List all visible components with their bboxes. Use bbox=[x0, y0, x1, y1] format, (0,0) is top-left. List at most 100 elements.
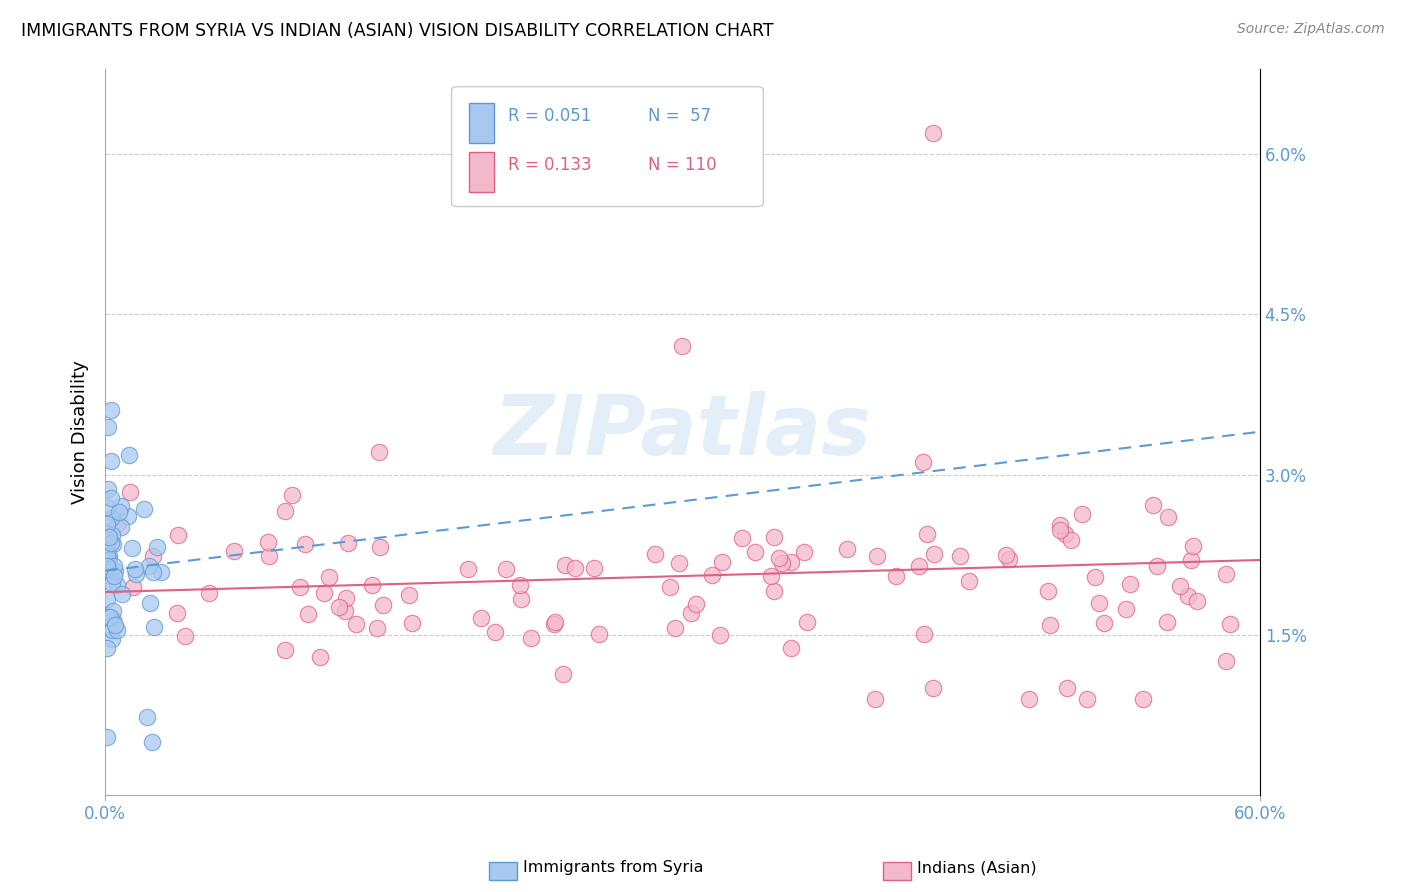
Point bbox=[1157, 510, 1180, 524]
Point bbox=[314, 586, 336, 600]
Point bbox=[1177, 589, 1199, 603]
Point bbox=[105, 623, 128, 637]
Point bbox=[995, 549, 1018, 563]
Text: R = 0.051: R = 0.051 bbox=[508, 107, 592, 125]
Point bbox=[110, 520, 132, 534]
Point bbox=[588, 627, 610, 641]
Point bbox=[1215, 654, 1237, 668]
Text: Immigrants from Syria: Immigrants from Syria bbox=[523, 861, 703, 875]
Point bbox=[835, 542, 858, 557]
Point bbox=[519, 631, 541, 645]
Point bbox=[509, 591, 531, 606]
Point bbox=[294, 536, 316, 550]
Point bbox=[908, 558, 931, 573]
Point bbox=[256, 535, 278, 549]
Point bbox=[1182, 539, 1205, 553]
Point bbox=[564, 561, 586, 575]
Text: IMMIGRANTS FROM SYRIA VS INDIAN (ASIAN) VISION DISABILITY CORRELATION CHART: IMMIGRANTS FROM SYRIA VS INDIAN (ASIAN) … bbox=[21, 22, 773, 40]
Point bbox=[100, 403, 122, 417]
Point bbox=[97, 530, 120, 544]
Point bbox=[1180, 553, 1202, 567]
Point bbox=[1076, 692, 1098, 706]
Point bbox=[318, 570, 340, 584]
Point bbox=[100, 535, 122, 549]
Point bbox=[337, 536, 360, 550]
Point bbox=[273, 504, 295, 518]
Point bbox=[96, 730, 118, 744]
Point bbox=[132, 502, 155, 516]
Point bbox=[401, 615, 423, 630]
FancyBboxPatch shape bbox=[451, 87, 763, 207]
Point bbox=[1084, 570, 1107, 584]
Y-axis label: Vision Disability: Vision Disability bbox=[72, 359, 89, 504]
Point bbox=[793, 545, 815, 559]
Point bbox=[957, 574, 980, 588]
Point bbox=[139, 596, 162, 610]
Point bbox=[335, 591, 357, 605]
Point bbox=[98, 610, 121, 624]
Point bbox=[97, 420, 120, 434]
Point bbox=[105, 578, 128, 592]
Point bbox=[1092, 615, 1115, 630]
Point bbox=[644, 547, 666, 561]
Point bbox=[361, 578, 384, 592]
Point bbox=[142, 620, 165, 634]
Point bbox=[770, 556, 793, 570]
Point bbox=[96, 541, 118, 556]
Point bbox=[98, 568, 121, 582]
Point bbox=[768, 551, 790, 566]
Point bbox=[100, 491, 122, 506]
Point bbox=[103, 604, 125, 618]
Point bbox=[111, 587, 134, 601]
Point bbox=[1039, 618, 1062, 632]
Point bbox=[166, 528, 188, 542]
Point bbox=[582, 561, 605, 575]
Point bbox=[103, 537, 125, 551]
FancyBboxPatch shape bbox=[468, 103, 495, 144]
Point bbox=[142, 565, 165, 579]
Point bbox=[544, 615, 567, 629]
Point bbox=[120, 485, 142, 500]
Point bbox=[98, 562, 121, 576]
Point bbox=[103, 569, 125, 583]
Point bbox=[495, 561, 517, 575]
Point bbox=[948, 549, 970, 563]
Point bbox=[198, 586, 221, 600]
Point bbox=[866, 549, 889, 564]
Point bbox=[257, 549, 280, 563]
Point bbox=[335, 604, 357, 618]
Point bbox=[328, 600, 350, 615]
Point bbox=[100, 454, 122, 468]
Point bbox=[124, 562, 146, 576]
Point bbox=[863, 692, 886, 706]
Point bbox=[700, 568, 723, 582]
Point bbox=[96, 537, 118, 551]
Point bbox=[1215, 567, 1237, 582]
Point bbox=[658, 580, 681, 594]
Point bbox=[922, 547, 945, 561]
Point bbox=[685, 597, 707, 611]
Point bbox=[1070, 508, 1092, 522]
Point bbox=[1018, 692, 1040, 706]
Point bbox=[543, 617, 565, 632]
Text: N =  57: N = 57 bbox=[648, 107, 711, 125]
Point bbox=[288, 580, 311, 594]
Point bbox=[97, 482, 120, 496]
Point bbox=[884, 568, 907, 582]
Point bbox=[96, 549, 118, 563]
Point bbox=[97, 549, 120, 563]
Point bbox=[174, 629, 197, 643]
Point bbox=[1115, 601, 1137, 615]
Point bbox=[1060, 533, 1083, 547]
Point bbox=[117, 509, 139, 524]
Point bbox=[731, 531, 754, 545]
Point bbox=[96, 516, 118, 531]
Point bbox=[398, 588, 420, 602]
FancyBboxPatch shape bbox=[468, 152, 495, 192]
Text: ZIPatlas: ZIPatlas bbox=[494, 392, 872, 472]
Point bbox=[145, 540, 167, 554]
Point bbox=[761, 569, 783, 583]
Point bbox=[96, 527, 118, 541]
Point bbox=[1088, 596, 1111, 610]
Point bbox=[366, 621, 388, 635]
